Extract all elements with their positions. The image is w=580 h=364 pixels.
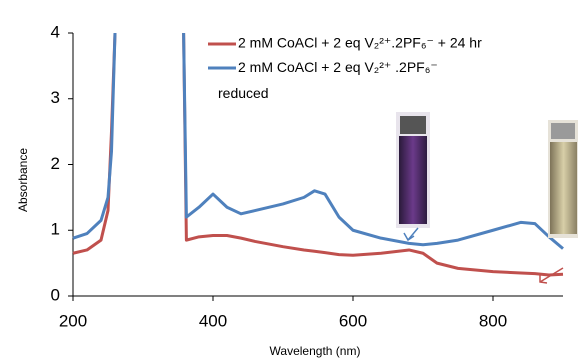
x-tick-label: 200 — [59, 311, 87, 330]
y-tick-label: 0 — [51, 285, 60, 304]
x-tick-label: 600 — [339, 311, 367, 330]
y-tick-label: 3 — [51, 88, 60, 107]
legend-label: 2 mM CoACl + 2 eq V₂²⁺.2PF₆⁻ + 24 hr — [238, 35, 482, 51]
x-axis-label: Wavelength (nm) — [270, 344, 361, 358]
series-line — [72, 32, 564, 250]
vial-photo-beige — [548, 120, 578, 238]
x-tick-label: 800 — [479, 311, 507, 330]
arrow-red — [539, 267, 564, 284]
y-tick-label: 4 — [51, 22, 60, 41]
x-tick-label: 400 — [199, 311, 227, 330]
y-axis-label: Absorbance — [16, 148, 30, 212]
arrow-blue — [403, 227, 419, 242]
y-tick-label: 2 — [51, 154, 60, 173]
y-tick-label: 1 — [51, 220, 60, 239]
legend-label: 2 mM CoACl + 2 eq V₂²⁺ .2PF₆⁻ reduced — [218, 59, 438, 101]
vial-photo-purple — [396, 112, 430, 228]
